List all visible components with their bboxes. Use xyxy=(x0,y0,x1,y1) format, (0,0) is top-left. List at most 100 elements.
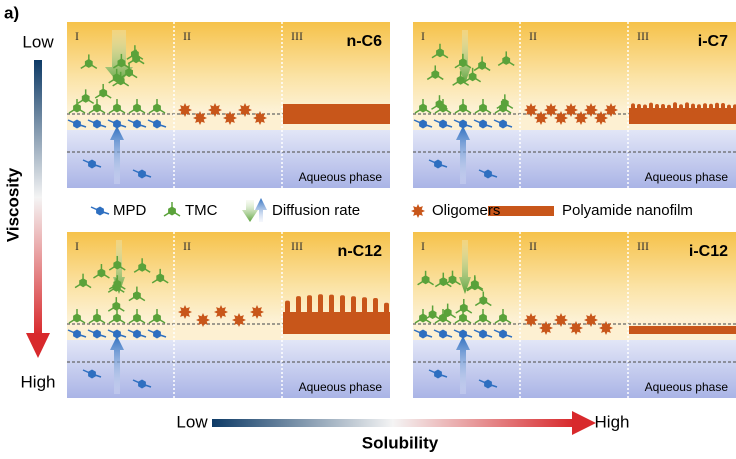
tmc-molecule xyxy=(464,67,482,83)
ring xyxy=(113,260,122,270)
oligomer xyxy=(534,111,548,125)
oligomer xyxy=(232,313,246,327)
mpd-molecule xyxy=(107,119,127,129)
legend-label: Diffusion rate xyxy=(272,202,360,219)
solvent-label: n-C12 xyxy=(338,243,383,260)
mpd-molecule xyxy=(147,329,167,339)
oligomer xyxy=(569,321,583,335)
tmc-molecule xyxy=(108,275,126,290)
oligomer xyxy=(594,111,608,125)
film-protrusion xyxy=(373,298,378,319)
film-protrusion xyxy=(285,300,290,321)
ring xyxy=(439,103,447,113)
ring xyxy=(484,379,492,389)
tmc-molecule xyxy=(163,202,181,217)
axis-low: Low xyxy=(176,412,208,431)
film-protrusion xyxy=(733,104,736,113)
diffusion-arrow xyxy=(459,30,471,84)
ring xyxy=(153,103,161,113)
stage-label: I xyxy=(75,29,79,43)
axis-high: High xyxy=(595,412,630,431)
ring xyxy=(113,313,121,323)
ring xyxy=(81,93,90,103)
tmc-molecule xyxy=(417,270,434,286)
mpd-molecule xyxy=(147,119,167,129)
tmc-molecule xyxy=(466,276,484,292)
oligomer xyxy=(411,204,425,218)
ring xyxy=(436,48,444,58)
aqueous-label: Aqueous phase xyxy=(645,380,729,394)
film-protrusion xyxy=(703,103,707,112)
ring xyxy=(448,275,457,285)
ring xyxy=(79,278,87,288)
oligomer xyxy=(554,313,568,327)
tmc-molecule xyxy=(434,309,452,324)
legend-label: Polyamide nanofilm xyxy=(562,202,693,219)
film-protrusion xyxy=(340,295,345,316)
mpd-molecule xyxy=(473,119,493,129)
ring xyxy=(478,60,486,70)
ring xyxy=(459,329,467,339)
oligomer xyxy=(178,305,192,319)
tmc-molecule xyxy=(494,99,512,114)
diffusion-arrow xyxy=(110,336,124,394)
ring xyxy=(434,369,442,379)
ring xyxy=(479,103,487,113)
axis-title: Solubility xyxy=(362,433,439,452)
film-protrusion xyxy=(697,104,701,113)
ring xyxy=(88,159,96,169)
solvent-label: i-C12 xyxy=(689,243,728,260)
ring xyxy=(499,329,507,339)
ring xyxy=(419,103,427,113)
stage-label: II xyxy=(183,29,191,43)
mpd-molecule xyxy=(87,119,107,129)
mpd-molecule xyxy=(67,119,87,129)
ring xyxy=(419,329,427,339)
tmc-molecule xyxy=(108,99,126,114)
ring xyxy=(428,310,437,319)
oligomer xyxy=(178,103,192,117)
tmc-molecule xyxy=(68,309,86,324)
diffusion-arrow xyxy=(459,240,471,294)
film-protrusion xyxy=(667,104,671,113)
film-protrusion xyxy=(661,103,665,112)
ring xyxy=(88,369,96,379)
ring xyxy=(93,119,101,129)
tmc-molecule xyxy=(494,309,512,324)
legend-arrow xyxy=(255,198,267,222)
ring xyxy=(133,291,141,301)
polyamide-film xyxy=(629,108,736,124)
oligomer xyxy=(196,313,210,327)
stage-label: II xyxy=(529,29,537,43)
oligomer xyxy=(524,103,538,117)
mpd-molecule xyxy=(433,329,453,339)
oligomer xyxy=(238,103,252,117)
tmc-molecule xyxy=(431,43,449,59)
tmc-molecule xyxy=(455,298,473,314)
film-protrusion xyxy=(721,103,725,112)
oligomer xyxy=(250,305,264,319)
film-protrusion xyxy=(318,294,323,315)
aqueous-label: Aqueous phase xyxy=(299,170,383,184)
tmc-molecule xyxy=(88,309,106,324)
ring xyxy=(113,329,121,339)
ring xyxy=(133,329,141,339)
axis-low: Low xyxy=(22,32,54,51)
mpd-molecule xyxy=(82,159,102,169)
aqueous-label: Aqueous phase xyxy=(299,380,383,394)
oligomer xyxy=(574,111,588,125)
ring xyxy=(419,119,427,129)
tmc-molecule xyxy=(454,309,472,324)
stage-label: III xyxy=(291,29,303,43)
stage-label: II xyxy=(183,239,191,253)
film-protrusion xyxy=(296,296,301,317)
film-protrusion xyxy=(715,102,719,111)
film-protrusion xyxy=(631,103,635,112)
mpd-molecule xyxy=(473,329,493,339)
stage-label: I xyxy=(421,29,425,43)
ring xyxy=(431,69,440,79)
tmc-molecule xyxy=(128,309,146,324)
film-protrusion xyxy=(691,103,695,112)
ring xyxy=(439,313,447,323)
